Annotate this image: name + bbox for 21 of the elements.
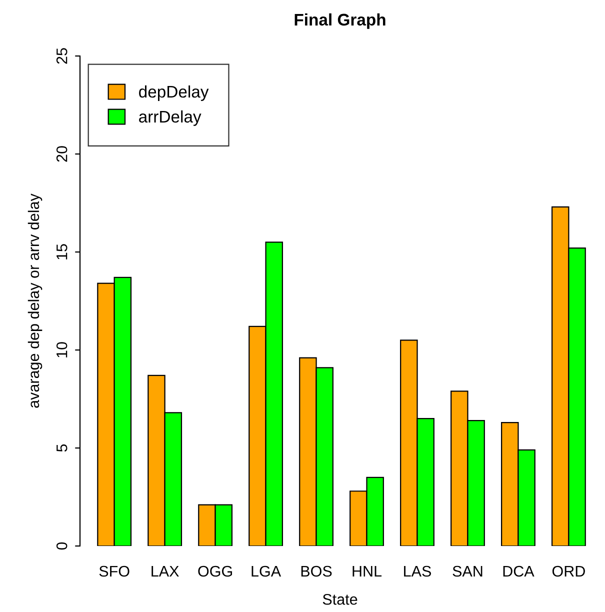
x-tick-label: OGG xyxy=(198,566,232,577)
y-tick-label: 15 xyxy=(56,244,68,260)
x-tick-label: SFO xyxy=(99,566,130,577)
x-tick-label: BOS xyxy=(301,566,332,577)
chart-title: Final Graph xyxy=(294,13,386,29)
x-tick-label: SAN xyxy=(452,566,482,577)
legend-label: arrDelay xyxy=(139,110,202,126)
y-tick-label: 10 xyxy=(56,342,68,358)
x-tick-label: HNL xyxy=(352,566,382,577)
x-tick-label: ORD xyxy=(552,566,585,577)
x-tick-label: LAS xyxy=(404,566,431,577)
y-tick-label: 5 xyxy=(56,444,68,452)
legend-label: depDelay xyxy=(139,85,209,101)
x-axis-title: State xyxy=(322,594,358,605)
x-tick-label: LGA xyxy=(252,566,282,577)
y-axis-title: avarage dep delay or arrv delay xyxy=(28,194,42,408)
y-tick-label: 20 xyxy=(56,146,68,162)
x-tick-label: LAX xyxy=(152,566,179,577)
y-tick-label: 25 xyxy=(56,48,68,64)
y-tick-label: 0 xyxy=(56,542,68,550)
x-tick-label: DCA xyxy=(503,566,534,577)
